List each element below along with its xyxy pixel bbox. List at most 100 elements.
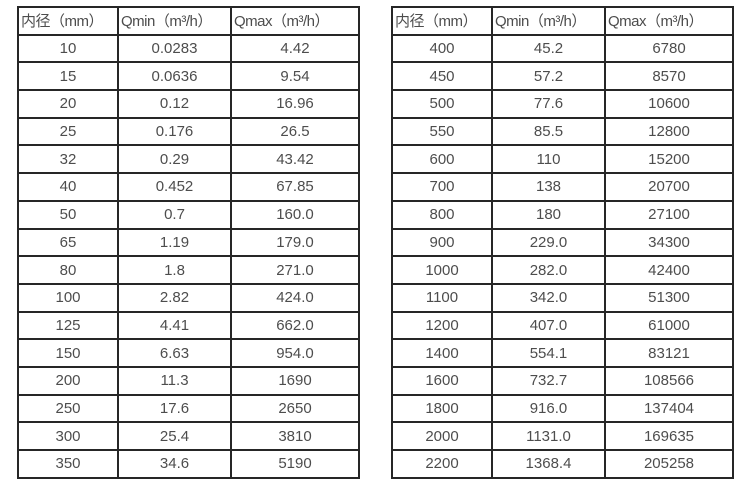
- table-cell: 65: [17, 227, 119, 258]
- table-cell: 900: [391, 227, 493, 258]
- table-cell: 554.1: [491, 338, 606, 368]
- table-row: 500 77.6 10600: [391, 89, 734, 119]
- table-cell: 11.3: [117, 365, 232, 396]
- table-row: 900 229.0 34300: [391, 227, 734, 258]
- table-header: 内径（mm） Qmin（m³/h） Qmax（m³/h）: [391, 6, 734, 36]
- table-cell: 138: [491, 172, 606, 202]
- table-row: 1600 732.7 108566: [391, 365, 734, 396]
- table-cell: 200: [17, 365, 119, 396]
- table-cell: 2000: [391, 421, 493, 451]
- table-cell: 32: [17, 144, 119, 175]
- table-body: 10 0.0283 4.42 15 0.0636 9.54 20 0.12 16.96 25 0.1…: [17, 33, 360, 479]
- table-cell: 662.0: [230, 310, 360, 341]
- table-cell: 282.0: [491, 255, 606, 285]
- table-cell: 6780: [604, 33, 734, 64]
- table-cell: 5190: [230, 449, 360, 479]
- table-cell: 45.2: [491, 33, 606, 64]
- table-row: 150 6.63 954.0: [17, 338, 360, 368]
- header-row: 内径（mm） Qmin（m³/h） Qmax（m³/h）: [391, 6, 734, 36]
- table-row: 1200 407.0 61000: [391, 310, 734, 341]
- column-header: 内径（mm）: [17, 6, 119, 36]
- table-cell: 15: [17, 61, 119, 92]
- table-cell: 169635: [604, 421, 734, 451]
- table-cell: 400: [391, 33, 493, 64]
- table-cell: 424.0: [230, 282, 360, 313]
- table-cell: 350: [17, 449, 119, 479]
- table-cell: 61000: [604, 310, 734, 341]
- table-row: 15 0.0636 9.54: [17, 61, 360, 92]
- table-cell: 600: [391, 144, 493, 175]
- table-cell: 42400: [604, 255, 734, 285]
- table-cell: 1.19: [117, 227, 232, 258]
- table-cell: 0.0283: [117, 33, 232, 64]
- table-row: 1000 282.0 42400: [391, 255, 734, 285]
- table-row: 550 85.5 12800: [391, 116, 734, 147]
- table-row: 450 57.2 8570: [391, 61, 734, 92]
- column-header: Qmin（m³/h）: [117, 6, 232, 36]
- table-row: 125 4.41 662.0: [17, 310, 360, 341]
- table-cell: 4.41: [117, 310, 232, 341]
- header-row: 内径（mm） Qmin（m³/h） Qmax（m³/h）: [17, 6, 360, 36]
- table-cell: 450: [391, 61, 493, 92]
- column-header: 内径（mm）: [391, 6, 493, 36]
- table-cell: 3810: [230, 421, 360, 451]
- table-row: 200 11.3 1690: [17, 365, 360, 396]
- table-cell: 179.0: [230, 227, 360, 258]
- table-row: 1100 342.0 51300: [391, 282, 734, 313]
- table-cell: 300: [17, 421, 119, 451]
- table-cell: 110: [491, 144, 606, 175]
- table-cell: 50: [17, 199, 119, 230]
- table-cell: 6.63: [117, 338, 232, 368]
- table-cell: 77.6: [491, 89, 606, 119]
- table-cell: 25: [17, 116, 119, 147]
- table-cell: 2650: [230, 393, 360, 424]
- table-cell: 0.29: [117, 144, 232, 175]
- table-row: 80 1.8 271.0: [17, 255, 360, 285]
- table-cell: 137404: [604, 393, 734, 424]
- table-row: 600 110 15200: [391, 144, 734, 175]
- table-cell: 0.7: [117, 199, 232, 230]
- table-cell: 2200: [391, 449, 493, 479]
- table-cell: 12800: [604, 116, 734, 147]
- table-cell: 20: [17, 89, 119, 119]
- table-cell: 0.452: [117, 172, 232, 202]
- table-cell: 732.7: [491, 365, 606, 396]
- table-cell: 500: [391, 89, 493, 119]
- table-cell: 550: [391, 116, 493, 147]
- tables-container: 内径（mm） Qmin（m³/h） Qmax（m³/h） 10 0.0283 4.42 1…: [17, 6, 734, 479]
- table-cell: 1100: [391, 282, 493, 313]
- table-cell: 916.0: [491, 393, 606, 424]
- table-cell: 0.176: [117, 116, 232, 147]
- table-cell: 85.5: [491, 116, 606, 147]
- table-cell: 80: [17, 255, 119, 285]
- table-row: 100 2.82 424.0: [17, 282, 360, 313]
- table-cell: 4.42: [230, 33, 360, 64]
- flow-table-large-diameters: 内径（mm） Qmin（m³/h） Qmax（m³/h） 400 45.2 6780 45…: [391, 6, 734, 479]
- table-cell: 67.85: [230, 172, 360, 202]
- table-cell: 20700: [604, 172, 734, 202]
- table-cell: 1000: [391, 255, 493, 285]
- table-row: 2000 1131.0 169635: [391, 421, 734, 451]
- table-cell: 34.6: [117, 449, 232, 479]
- table-cell: 407.0: [491, 310, 606, 341]
- column-header: Qmin（m³/h）: [491, 6, 606, 36]
- table-cell: 26.5: [230, 116, 360, 147]
- table-cell: 100: [17, 282, 119, 313]
- table-cell: 1131.0: [491, 421, 606, 451]
- table-cell: 10600: [604, 89, 734, 119]
- table-cell: 16.96: [230, 89, 360, 119]
- table-cell: 51300: [604, 282, 734, 313]
- table-cell: 125: [17, 310, 119, 341]
- table-cell: 0.12: [117, 89, 232, 119]
- table-cell: 342.0: [491, 282, 606, 313]
- table-cell: 1368.4: [491, 449, 606, 479]
- table-cell: 40: [17, 172, 119, 202]
- table-cell: 1600: [391, 365, 493, 396]
- table-row: 20 0.12 16.96: [17, 89, 360, 119]
- table-cell: 1690: [230, 365, 360, 396]
- table-cell: 160.0: [230, 199, 360, 230]
- table-body: 400 45.2 6780 450 57.2 8570 500 77.6 10600 550 85.…: [391, 33, 734, 479]
- table-row: 1800 916.0 137404: [391, 393, 734, 424]
- table-cell: 271.0: [230, 255, 360, 285]
- table-cell: 150: [17, 338, 119, 368]
